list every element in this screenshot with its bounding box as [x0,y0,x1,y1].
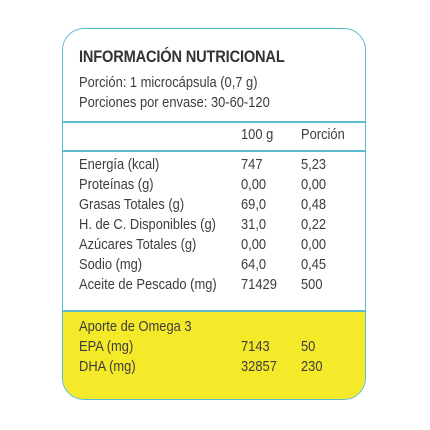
nutrient-value-100g: 747 [241,156,263,173]
table-row: Azúcares Totales (g) 0,00 0,00 [79,235,357,255]
nutrient-name: EPA (mg) [79,338,134,355]
nutrient-value-portion: 0,22 [301,216,327,233]
nutrient-value-100g: 0,00 [241,176,267,193]
nutrient-value-portion: 0,00 [301,236,327,253]
column-header-portion: Porción [301,126,345,143]
table-row: EPA (mg) 7143 50 [79,337,357,357]
nutrient-name: Aceite de Pescado (mg) [79,276,217,293]
table-row: DHA (mg) 32857 230 [79,357,357,377]
divider-header [63,121,365,123]
nutrient-value-100g: 31,0 [241,216,267,233]
label-title: INFORMACIÓN NUTRICIONAL [79,47,285,66]
divider-omega [63,310,365,312]
nutrient-value-portion: 50 [301,338,316,355]
column-header-100g: 100 g [241,126,274,143]
nutrient-name: Sodio (mg) [79,256,143,273]
nutrient-value-portion: 500 [301,276,323,293]
nutrient-value-100g: 0,00 [241,236,267,253]
column-header-row: 100 g Porción [79,125,357,145]
nutrient-value-portion: 0,48 [301,196,327,213]
table-row: Energía (kcal) 747 5,23 [79,155,357,175]
nutrient-name: Grasas Totales (g) [79,196,185,213]
nutrient-value-portion: 230 [301,358,323,375]
label-header: INFORMACIÓN NUTRICIONAL Porción: 1 micro… [79,47,355,113]
omega-3-section: Aporte de Omega 3 EPA (mg) 7143 50 DHA (… [63,310,365,399]
nutrient-value-100g: 71429 [241,276,277,293]
table-row: Sodio (mg) 64,0 0,45 [79,255,357,275]
divider-columns [63,150,365,152]
nutrient-value-portion: 5,23 [301,156,327,173]
nutrient-name: DHA (mg) [79,358,136,375]
omega-heading: Aporte de Omega 3 [79,318,192,335]
table-row: Aceite de Pescado (mg) 71429 500 [79,275,357,295]
nutrient-value-portion: 0,45 [301,256,327,273]
nutrient-value-100g: 69,0 [241,196,267,213]
nutrition-label: INFORMACIÓN NUTRICIONAL Porción: 1 micro… [62,28,366,400]
servings-per-package: Porciones por envase: 30-60-120 [79,94,270,111]
table-row: H. de C. Disponibles (g) 31,0 0,22 [79,215,357,235]
table-row: Grasas Totales (g) 69,0 0,48 [79,195,357,215]
nutrient-value-100g: 64,0 [241,256,267,273]
nutrient-name: H. de C. Disponibles (g) [79,216,216,233]
nutrient-value-portion: 0,00 [301,176,327,193]
nutrient-value-100g: 32857 [241,358,277,375]
portion-size: Porción: 1 microcápsula (0,7 g) [79,74,258,91]
nutrient-name: Proteínas (g) [79,176,154,193]
nutrient-name: Energía (kcal) [79,156,160,173]
nutrient-name: Azúcares Totales (g) [79,236,197,253]
omega-heading-row: Aporte de Omega 3 [79,317,357,337]
nutrient-value-100g: 7143 [241,338,270,355]
table-row: Proteínas (g) 0,00 0,00 [79,175,357,195]
